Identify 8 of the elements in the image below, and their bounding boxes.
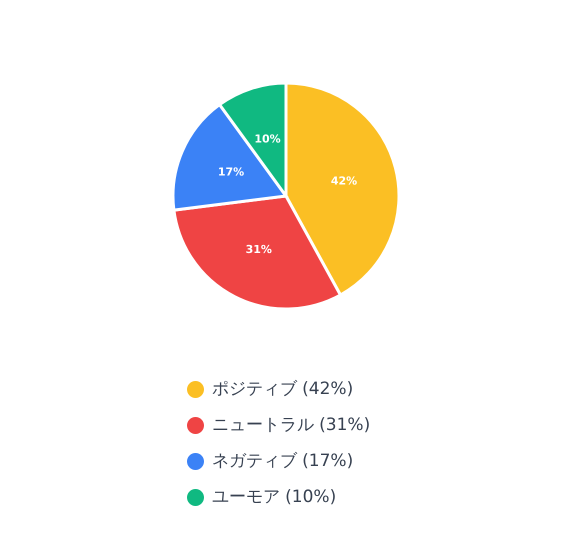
legend-label: ユーモア (10%) [212, 487, 336, 507]
data-label: 31% [246, 242, 272, 256]
data-label: 17% [218, 166, 244, 179]
data-label: 42% [330, 174, 358, 188]
data-label: 10% [254, 132, 281, 146]
legend-label: ネガティブ (17%) [212, 451, 354, 471]
legend-label: ポジティブ (42%) [212, 379, 354, 399]
legend-label: ニュートラル (31%) [212, 415, 370, 435]
